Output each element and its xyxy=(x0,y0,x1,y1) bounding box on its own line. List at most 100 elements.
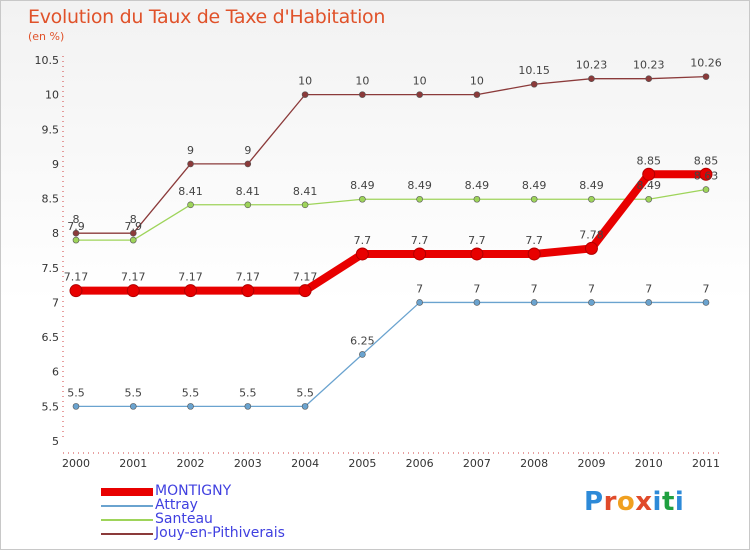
x-tick-label: 2008 xyxy=(520,457,548,470)
series-line xyxy=(75,301,707,408)
data-label: 7.7 xyxy=(354,234,372,247)
data-label: 7.7 xyxy=(468,234,486,247)
logo-letter: r xyxy=(603,487,617,517)
data-point xyxy=(72,229,80,237)
data-point xyxy=(129,236,137,244)
data-point xyxy=(298,284,312,298)
y-tick-label: 9 xyxy=(52,158,59,171)
series-line xyxy=(75,75,707,234)
legend-label: Attray xyxy=(155,497,198,513)
logo-letter: x xyxy=(635,487,653,517)
series-line xyxy=(75,188,707,241)
data-label: 8.49 xyxy=(407,179,432,192)
data-label: 7.7 xyxy=(411,234,429,247)
data-label: 5.5 xyxy=(125,386,143,399)
data-point xyxy=(702,73,710,80)
data-label: 7 xyxy=(588,282,595,295)
data-point xyxy=(642,167,656,181)
data-label: 7 xyxy=(473,282,480,295)
data-point xyxy=(645,75,653,83)
data-label: 8.49 xyxy=(465,179,490,192)
data-point xyxy=(473,299,481,306)
legend-item: Santeau xyxy=(101,511,361,527)
data-point xyxy=(359,91,366,98)
data-point xyxy=(645,195,653,203)
data-label: 7.17 xyxy=(293,271,318,284)
data-point xyxy=(416,91,423,98)
data-point xyxy=(473,195,481,203)
x-tick-label: 2006 xyxy=(406,457,434,470)
data-label: 7.9 xyxy=(67,220,85,233)
data-point xyxy=(301,201,309,209)
series-line xyxy=(72,170,710,295)
data-label: 10 xyxy=(413,75,427,88)
data-point xyxy=(588,195,595,203)
data-point xyxy=(416,195,423,203)
proxiti-logo: Proxiti xyxy=(584,487,684,517)
data-label: 7.7 xyxy=(525,234,543,247)
y-tick-label: 5 xyxy=(52,435,59,448)
legend-swatch xyxy=(101,519,153,521)
data-label: 8.49 xyxy=(636,179,661,192)
y-tick-label: 7.5 xyxy=(42,262,60,275)
chart-title: Evolution du Taux de Taxe d'Habitation xyxy=(28,6,386,28)
data-point xyxy=(244,160,252,168)
data-point xyxy=(129,229,137,237)
data-point xyxy=(187,403,194,410)
y-tick-label: 6.5 xyxy=(42,331,60,344)
x-tick-label: 2003 xyxy=(234,457,262,470)
data-point xyxy=(72,236,80,244)
data-label: 7.17 xyxy=(178,271,203,284)
data-point xyxy=(355,247,369,261)
data-label: 7 xyxy=(531,282,538,295)
y-tick-label: 7 xyxy=(52,296,59,309)
data-label: 10.15 xyxy=(518,64,550,77)
data-point xyxy=(301,403,309,410)
data-point xyxy=(187,160,194,168)
data-label: 7.17 xyxy=(236,271,261,284)
data-point xyxy=(527,247,541,261)
data-point xyxy=(126,284,140,298)
data-label: 7.9 xyxy=(125,220,143,233)
data-label: 7 xyxy=(645,282,652,295)
data-label: 10 xyxy=(355,75,369,88)
data-point xyxy=(416,299,423,306)
logo-letter: o xyxy=(616,487,636,517)
data-label: 9 xyxy=(187,144,194,157)
line-chart: 5 5.5 6 6.5 7 7.5 8 8.5 9 9.5 10 10.5 2000 2001 2002 20… xyxy=(35,54,722,470)
logo-letter: t xyxy=(661,487,675,517)
logo-letter: P xyxy=(584,487,604,517)
legend-item: MONTIGNY xyxy=(101,483,361,499)
data-label: 5.5 xyxy=(67,386,85,399)
x-tick-label: 2011 xyxy=(692,457,720,470)
legend-label: Santeau xyxy=(155,511,213,527)
data-label: 8.85 xyxy=(694,154,719,167)
data-point xyxy=(470,247,484,261)
data-label: 8.63 xyxy=(694,170,719,183)
y-tick-label: 6 xyxy=(52,366,59,379)
data-point xyxy=(187,201,194,209)
data-label: 5.5 xyxy=(296,386,314,399)
data-point xyxy=(244,403,252,410)
legend-label: MONTIGNY xyxy=(155,483,232,499)
data-point xyxy=(359,195,366,203)
data-label: 7 xyxy=(703,282,710,295)
data-label: 8.41 xyxy=(236,185,261,198)
data-point xyxy=(244,201,252,209)
data-label: 9 xyxy=(244,144,251,157)
data-label: 7.17 xyxy=(64,271,89,284)
x-tick-label: 2010 xyxy=(635,457,663,470)
data-point xyxy=(645,299,653,306)
data-label: 10.26 xyxy=(690,57,722,70)
legend-swatch xyxy=(101,533,153,535)
data-point xyxy=(702,186,710,193)
data-label: 8 xyxy=(130,213,137,226)
data-point xyxy=(588,299,595,306)
data-point xyxy=(69,284,83,298)
data-label: 10 xyxy=(298,75,312,88)
data-point xyxy=(301,91,309,98)
data-point xyxy=(359,351,366,358)
data-label: 7.78 xyxy=(579,228,604,241)
data-label: 8 xyxy=(73,213,80,226)
